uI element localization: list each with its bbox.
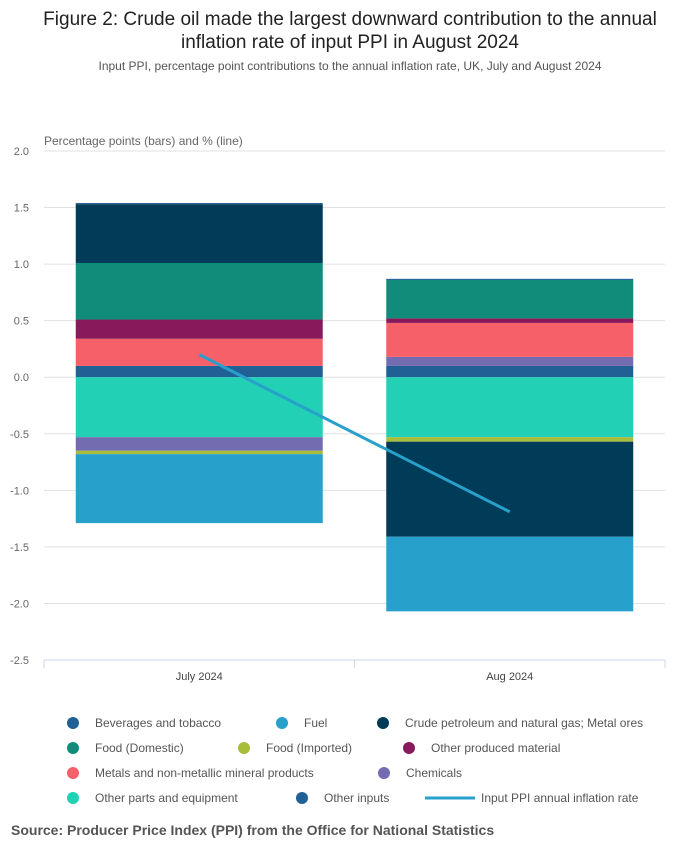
bar-segment	[386, 441, 634, 537]
legend-label: Fuel	[304, 716, 327, 730]
y-tick-label: -2.0	[10, 598, 29, 610]
legend-label: Crude petroleum and natural gas; Metal o…	[405, 716, 643, 730]
bar-segment	[75, 204, 323, 263]
legend-label: Other inputs	[324, 791, 389, 805]
y-tick-label: 2.0	[14, 146, 29, 158]
legend-label: Input PPI annual inflation rate	[481, 791, 639, 805]
y-tick-label: 1.5	[14, 203, 29, 215]
y-tick-label: 0.5	[14, 316, 29, 328]
chart-title: Figure 2: Crude oil made the largest dow…	[0, 8, 700, 54]
legend-dot	[67, 717, 79, 729]
bar-segment	[75, 338, 323, 366]
source-note: Source: Producer Price Index (PPI) from …	[11, 822, 495, 838]
title-line-1: Figure 2: Crude oil made the largest dow…	[43, 9, 657, 30]
legend-dot	[403, 742, 415, 754]
title-line-2: inflation rate of input PPI in August 20…	[180, 32, 519, 53]
legend-label: Food (Domestic)	[95, 741, 184, 755]
bar-segment	[75, 377, 323, 438]
y-tick-label: 0.0	[14, 372, 29, 384]
legend-dot	[238, 742, 250, 754]
legend-dot	[276, 717, 288, 729]
legend-label: Metals and non-metallic mineral products	[95, 766, 314, 780]
chart-subtitle: Input PPI, percentage point contribution…	[98, 59, 602, 73]
y-axis-label: Percentage points (bars) and % (line)	[44, 134, 243, 148]
bar-segment	[75, 454, 323, 524]
bar-segment	[75, 203, 323, 205]
bar-segment	[75, 365, 323, 378]
y-tick-label: -1.0	[10, 485, 29, 497]
legend-label: Beverages and tobacco	[95, 716, 221, 730]
y-tick-label: -2.5	[10, 655, 29, 667]
legend-label: Other parts and equipment	[95, 791, 238, 805]
bar-segment	[75, 319, 323, 339]
bar-segment	[386, 318, 634, 323]
x-tick-label: July 2024	[176, 671, 223, 683]
legend-label: Food (Imported)	[266, 741, 352, 755]
x-tick-label: Aug 2024	[486, 671, 533, 683]
legend-dot	[378, 767, 390, 779]
bar-segment	[386, 365, 634, 378]
legend-label: Chemicals	[406, 766, 462, 780]
bar-segment	[75, 437, 323, 451]
y-tick-label: 1.0	[14, 259, 29, 271]
bar-segment	[75, 262, 323, 320]
bar-segment	[386, 322, 634, 357]
bar-segment	[386, 536, 634, 612]
legend-dot	[67, 767, 79, 779]
bar-segment	[386, 377, 634, 438]
y-tick-label: -0.5	[10, 429, 29, 441]
bar-segment	[386, 278, 634, 280]
legend-label: Other produced material	[431, 741, 560, 755]
bar-segment	[386, 279, 634, 319]
bar-segment	[386, 356, 634, 366]
legend-dot	[67, 742, 79, 754]
chart-header: Figure 2: Crude oil made the largest dow…	[0, 8, 700, 74]
y-tick-label: -1.5	[10, 542, 29, 554]
bar-segment	[386, 437, 634, 442]
bar-segment	[75, 450, 323, 455]
legend-dot	[67, 792, 79, 804]
legend-dot	[296, 792, 308, 804]
legend-dot	[377, 717, 389, 729]
inflation-rate-line	[198, 353, 511, 514]
